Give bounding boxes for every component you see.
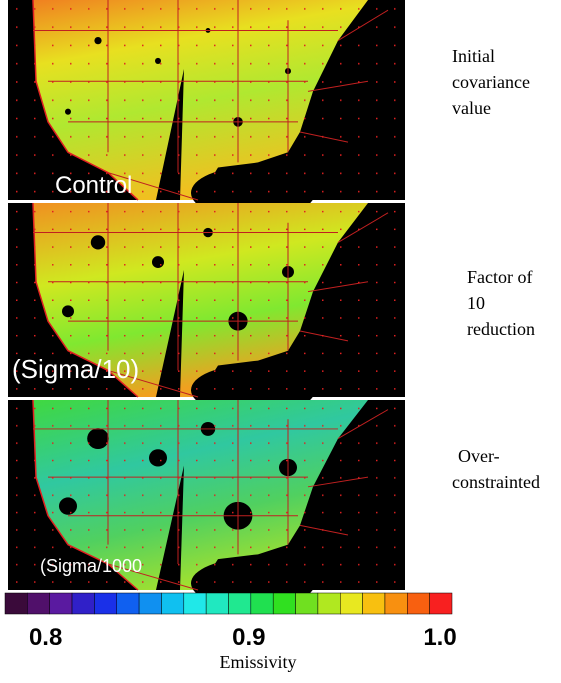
color-swatch xyxy=(138,592,162,615)
map-panel xyxy=(8,399,405,609)
color-swatch xyxy=(384,592,408,615)
panel-label: (Sigma/10) xyxy=(12,354,139,384)
panel-caption: value xyxy=(452,98,491,118)
color-swatch xyxy=(161,592,185,615)
color-swatch xyxy=(407,592,430,615)
panel-caption: Over- xyxy=(458,446,500,466)
color-swatch xyxy=(362,592,386,615)
map-panels: Control Initial covariance value (Sigma/10) F… xyxy=(8,0,540,609)
panel-caption: Factor of xyxy=(467,267,532,287)
grid-dots xyxy=(8,400,405,590)
colorbar: 0.8 0.9 1.0 Emissivity xyxy=(4,592,457,672)
grid-dots xyxy=(8,0,405,200)
panel-caption: Initial xyxy=(452,46,495,66)
color-swatch xyxy=(49,592,73,615)
map-panel xyxy=(8,202,405,416)
panel-caption: reduction xyxy=(467,319,535,339)
color-swatch xyxy=(94,592,118,615)
color-swatch xyxy=(183,592,207,615)
color-swatch xyxy=(340,592,363,615)
panel-label: Control xyxy=(55,172,132,199)
map-panel xyxy=(8,0,405,220)
panel-caption: constrainted xyxy=(452,472,540,492)
panel-caption: covariance xyxy=(452,72,530,92)
color-swatch xyxy=(295,592,319,615)
color-swatch xyxy=(250,592,274,615)
color-swatch xyxy=(205,592,229,615)
color-swatch xyxy=(272,592,296,615)
grid-dots xyxy=(8,203,405,397)
panel-caption: 10 xyxy=(467,293,485,313)
panel-label: (Sigma/1000 xyxy=(40,556,142,576)
color-swatch xyxy=(27,592,50,615)
colorbar-tick-label: 0.9 xyxy=(232,624,265,651)
color-swatch xyxy=(116,592,140,615)
colorbar-tick-label: 1.0 xyxy=(423,624,456,651)
color-swatch xyxy=(317,592,341,615)
colorbar-tick-label: 0.8 xyxy=(29,624,62,651)
color-swatch xyxy=(429,592,453,615)
colorbar-label: Emissivity xyxy=(219,652,296,672)
color-swatch xyxy=(4,592,28,615)
color-swatch xyxy=(228,592,252,615)
color-swatch xyxy=(71,592,95,615)
